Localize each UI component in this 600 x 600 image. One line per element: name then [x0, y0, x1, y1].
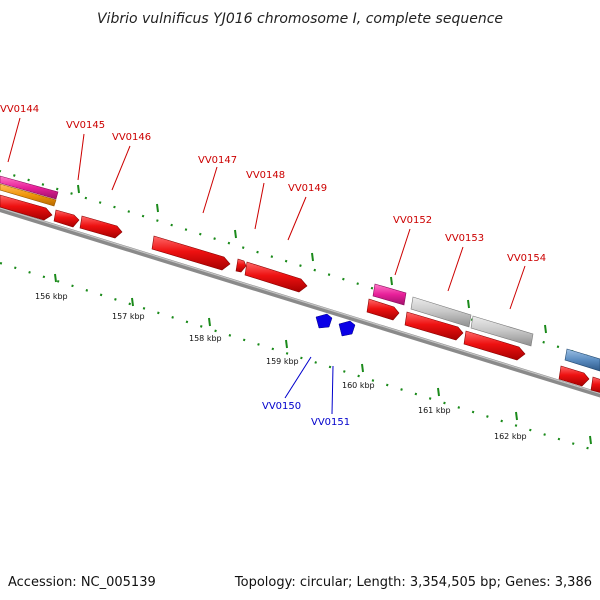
gene-arrow-vv0153[interactable]	[404, 311, 464, 341]
gene-label-leaders	[7, 117, 526, 310]
gene-label-vv0149[interactable]: VV0149	[288, 183, 327, 194]
gene-label-leaders-reverse	[284, 356, 334, 415]
gene-label-vv0144[interactable]: VV0144	[0, 104, 39, 115]
gene-label-vv0148[interactable]: VV0148	[246, 170, 285, 181]
kbp-label: 159 kbp	[266, 357, 299, 366]
gene-label-vv0150[interactable]: VV0150	[262, 401, 301, 412]
gene-label-vv0152[interactable]: VV0152	[393, 215, 432, 226]
gene-arrow-right-edge[interactable]	[558, 365, 590, 387]
lower-tick-track	[0, 261, 600, 454]
topology-text: Topology: circular; Length: 3,354,505 bp…	[234, 575, 592, 590]
gene-label-vv0145[interactable]: VV0145	[66, 120, 105, 131]
upper-major-tick	[311, 252, 314, 262]
feature-magenta-vv0144[interactable]	[0, 175, 59, 200]
gene-arrow-vv0145[interactable]	[53, 209, 80, 228]
feature-orange-vv0144[interactable]	[0, 183, 57, 207]
gene-arrow-vv0149[interactable]	[244, 261, 308, 293]
kbp-label: 160 kbp	[342, 381, 375, 390]
lower-major-tick	[131, 297, 134, 307]
lower-major-tick	[589, 435, 592, 445]
kbp-label: 162 kbp	[494, 432, 527, 441]
feature-gray-vv0153[interactable]	[410, 296, 472, 328]
lower-major-tick	[54, 273, 57, 283]
gene-arrow-vv0148[interactable]	[235, 258, 247, 273]
gene-label-vv0151[interactable]: VV0151	[311, 417, 350, 428]
lower-major-tick	[515, 411, 518, 421]
feature-gray-vv0154[interactable]	[470, 315, 534, 347]
lower-major-tick	[361, 363, 364, 373]
feature-steel-right-edge[interactable]	[564, 348, 600, 372]
gene-arrow-vv0147[interactable]	[151, 235, 231, 271]
gene-arrow-vv0150[interactable]	[315, 313, 333, 329]
gene-arrow-vv0146[interactable]	[79, 215, 123, 239]
gene-label-vv0146[interactable]: VV0146	[112, 132, 151, 143]
kbp-label: 156 kbp	[35, 292, 68, 301]
lower-major-tick	[208, 317, 211, 327]
upper-major-tick	[544, 324, 547, 334]
feature-magenta-vv0152[interactable]	[372, 283, 407, 306]
gene-label-vv0147[interactable]: VV0147	[198, 155, 237, 166]
gene-arrow-vv0152[interactable]	[366, 298, 400, 321]
gene-label-vv0153[interactable]: VV0153	[445, 233, 484, 244]
gene-label-vv0154[interactable]: VV0154	[507, 253, 546, 264]
upper-major-tick	[234, 229, 237, 239]
upper-major-tick	[156, 203, 159, 213]
gene-arrow-vv0144[interactable]	[0, 194, 53, 221]
kbp-label: 158 kbp	[189, 334, 222, 343]
gene-arrow-right-edge-clipped[interactable]	[590, 376, 600, 393]
upper-major-tick	[390, 276, 393, 286]
chromosome-backbone	[0, 206, 600, 398]
lower-major-tick	[437, 387, 440, 397]
map-title: Vibrio vulnificus YJ016 chromosome I, co…	[97, 11, 503, 27]
kbp-label: 161 kbp	[418, 406, 451, 415]
kbp-label: 157 kbp	[112, 312, 145, 321]
gene-arrow-vv0154[interactable]	[463, 330, 526, 361]
upper-major-tick	[77, 184, 80, 194]
accession-text: Accession: NC_005139	[8, 575, 156, 590]
gene-arrow-vv0151[interactable]	[338, 320, 356, 337]
upper-major-tick	[467, 299, 470, 309]
lower-major-tick	[285, 339, 288, 349]
